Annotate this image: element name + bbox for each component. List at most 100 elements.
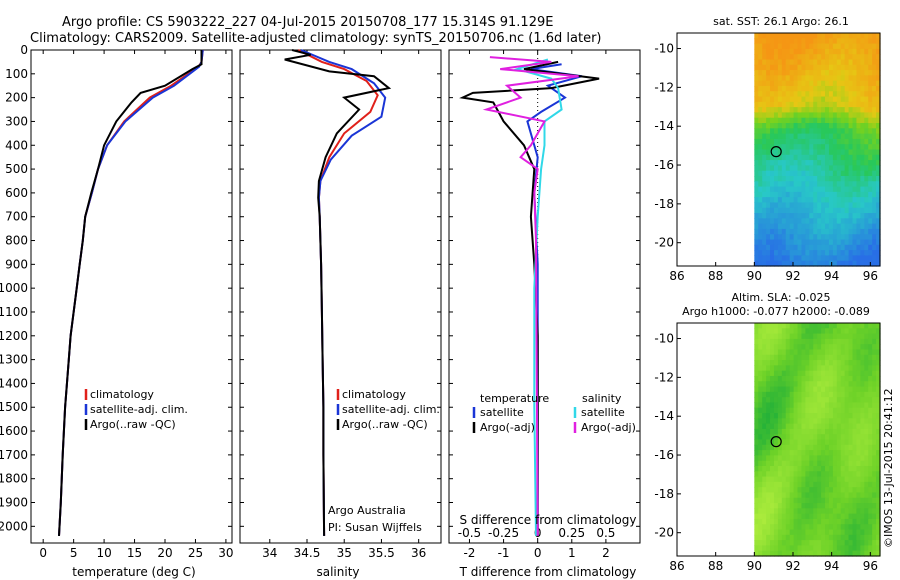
sla-cell: [856, 428, 861, 435]
sla-cell: [770, 428, 775, 435]
sla-cell: [860, 407, 865, 414]
sla-cell: [872, 370, 877, 377]
sst-cell: [828, 218, 834, 225]
sla-cell: [856, 360, 861, 366]
sla-cell: [860, 518, 865, 525]
sst-cell: [781, 70, 787, 76]
sla-cell: [832, 338, 838, 345]
sla-cell: [817, 529, 822, 536]
sla-cell: [789, 455, 795, 462]
sla-cell: [773, 545, 779, 552]
sst-cell: [844, 154, 850, 161]
sst-cell: [781, 43, 787, 50]
sst-cell: [785, 239, 791, 246]
depth-tick-label: 0: [20, 43, 28, 57]
sst-cell: [844, 59, 850, 66]
sst-cell: [821, 144, 826, 151]
sla-cell: [868, 397, 873, 404]
sst-cell: [813, 165, 818, 172]
sst-cell: [781, 59, 787, 66]
sla-cell: [758, 465, 763, 472]
sla-cell: [773, 423, 779, 430]
sla-cell: [785, 428, 791, 435]
sla-cell: [825, 423, 830, 430]
sla-cell: [864, 439, 869, 446]
sst-cell: [770, 96, 775, 103]
sla-cell: [773, 360, 779, 366]
sst-cell: [789, 112, 795, 119]
sst-cell: [836, 48, 842, 55]
sst-cell: [770, 213, 775, 219]
sla-cell: [801, 540, 806, 547]
sla-cell: [793, 386, 799, 393]
sla-cell: [876, 550, 881, 557]
sla-cell: [801, 418, 806, 425]
sst-cell: [758, 101, 763, 108]
sla-cell: [836, 487, 842, 494]
sla-cell: [872, 513, 877, 520]
sst-cell: [754, 128, 759, 135]
sst-cell: [825, 101, 830, 108]
sst-cell: [848, 54, 854, 61]
sst-cell: [762, 54, 767, 61]
sla-cell: [785, 492, 791, 499]
sst-cell: [773, 54, 779, 61]
sla-cell: [868, 365, 873, 372]
sst-cell: [836, 144, 842, 151]
sst-cell: [864, 70, 869, 76]
sst-cell: [777, 260, 783, 267]
sla-cell: [828, 529, 834, 536]
sst-cell: [793, 33, 799, 39]
sla-cell: [840, 407, 846, 414]
sst-cell: [821, 43, 826, 50]
sla-cell: [781, 492, 787, 499]
sst-cell: [770, 244, 775, 251]
sla-cell: [848, 428, 854, 435]
sst-cell: [754, 33, 759, 39]
sla-cell: [793, 444, 799, 451]
sst-cell: [817, 138, 822, 145]
sla-cell: [844, 391, 850, 398]
sst-cell: [828, 128, 834, 135]
sst-ytick-label: -14: [654, 119, 674, 133]
sla-cell: [848, 349, 854, 356]
sst-cell: [848, 64, 854, 71]
sst-cell: [821, 70, 826, 76]
sla-cell: [766, 481, 771, 488]
sla-cell: [754, 487, 759, 494]
sla-cell: [777, 550, 783, 557]
sst-cell: [852, 186, 858, 193]
sla-cell: [758, 455, 763, 462]
sla-cell: [777, 529, 783, 536]
sst-cell: [836, 117, 842, 124]
sst-cell: [754, 202, 759, 209]
sla-cell: [781, 434, 787, 441]
sla-cell: [844, 487, 850, 494]
sst-cell: [781, 197, 787, 204]
sla-cell: [754, 428, 759, 435]
sla-cell: [781, 450, 787, 456]
sst-cell: [777, 128, 783, 135]
sst-cell: [852, 138, 858, 145]
temperature-legend-label: climatology: [90, 388, 154, 401]
sst-cell: [872, 250, 877, 257]
sla-cell: [876, 513, 881, 520]
sla-cell: [856, 481, 861, 488]
sla-cell: [770, 354, 775, 361]
sst-cell: [872, 228, 877, 235]
sst-cell: [832, 91, 838, 98]
sst-cell: [844, 43, 850, 50]
sst-cell: [836, 96, 842, 103]
sst-cell: [777, 213, 783, 219]
sst-cell: [828, 70, 834, 76]
sst-cell: [805, 223, 810, 230]
sst-cell: [789, 207, 795, 214]
sst-xtick-label: 90: [747, 269, 762, 283]
sla-cell: [797, 471, 803, 478]
sla-cell: [785, 439, 791, 446]
sla-cell: [781, 344, 787, 351]
sla-cell: [821, 365, 826, 372]
sla-cell: [848, 518, 854, 525]
sst-cell: [856, 128, 861, 135]
sla-cell: [762, 323, 767, 329]
